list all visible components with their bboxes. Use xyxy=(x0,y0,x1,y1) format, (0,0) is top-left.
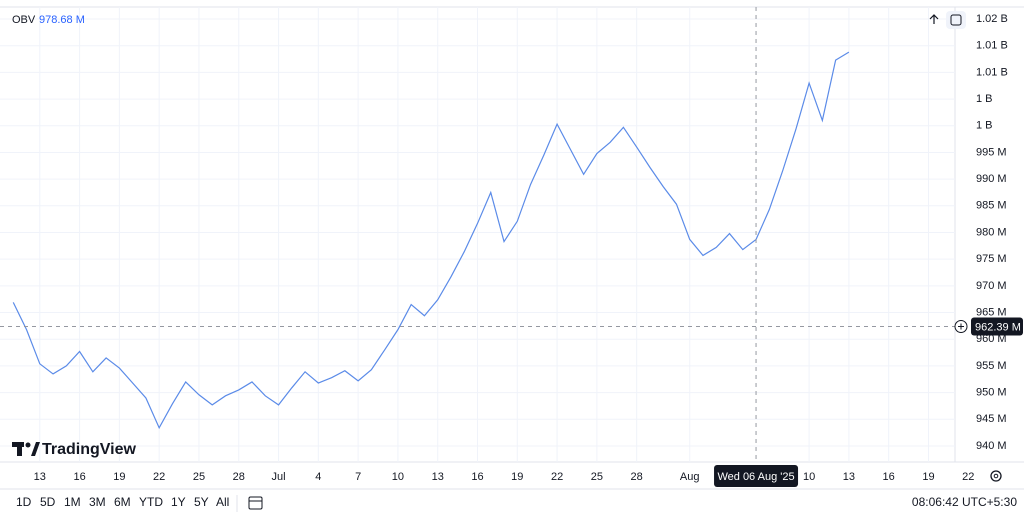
range-button[interactable]: 5Y xyxy=(194,495,209,509)
y-tick-label: 985 M xyxy=(976,200,1007,212)
logo-text: TradingView xyxy=(42,441,137,458)
logo-icon xyxy=(25,442,31,448)
settings-icon[interactable] xyxy=(990,470,1002,482)
add-alert-icon xyxy=(958,323,964,330)
crosshair-y-label: 962.39 M xyxy=(975,321,1021,333)
logo: TradingView xyxy=(12,441,137,458)
range-button[interactable]: 1M xyxy=(64,495,81,509)
x-tick-label: 22 xyxy=(153,471,165,483)
scroll-button[interactable] xyxy=(929,14,939,24)
x-tick-label: 16 xyxy=(471,471,483,483)
fit-button[interactable] xyxy=(946,11,966,29)
x-tick-label: 22 xyxy=(551,471,563,483)
x-tick-label: Jul xyxy=(272,471,286,483)
y-tick-label: 995 M xyxy=(976,146,1007,158)
y-tick-label: 945 M xyxy=(976,413,1007,425)
grid xyxy=(0,7,955,462)
range-button[interactable]: 3M xyxy=(89,495,106,509)
obv-line xyxy=(12,51,850,430)
x-tick-label: 25 xyxy=(193,471,205,483)
settings-icon xyxy=(993,473,999,479)
x-tick-label: 13 xyxy=(34,471,46,483)
logo-icon xyxy=(17,442,22,456)
range-button[interactable]: All xyxy=(216,495,229,509)
x-tick-label: 28 xyxy=(631,471,643,483)
x-tick-label: 16 xyxy=(73,471,85,483)
crosshair-x-label-box xyxy=(714,465,799,487)
y-tick-label: 1.02 B xyxy=(976,13,1008,25)
top-buttons[interactable] xyxy=(929,11,966,29)
y-tick-label: 1 B xyxy=(976,93,993,105)
clock: 08:06:42 UTC+5:30 xyxy=(912,495,1017,509)
crosshair-x-label: Wed 06 Aug '25 xyxy=(717,471,794,483)
y-tick-label: 940 M xyxy=(976,440,1007,452)
fit-icon xyxy=(950,14,962,26)
x-tick-label: 10 xyxy=(392,471,404,483)
x-tick-label: 19 xyxy=(113,471,125,483)
y-tick-label: 965 M xyxy=(976,306,1007,318)
range-button[interactable]: 5D xyxy=(40,495,56,509)
y-tick-label: 970 M xyxy=(976,280,1007,292)
x-tick-label: 25 xyxy=(591,471,603,483)
calendar[interactable] xyxy=(248,496,263,510)
x-tick-label: 28 xyxy=(233,471,245,483)
legend-name: OBV xyxy=(12,14,36,26)
x-tick-label: 4 xyxy=(315,471,321,483)
x-tick-label: 13 xyxy=(843,471,855,483)
range-button[interactable]: YTD xyxy=(139,495,163,509)
y-tick-label: 960 M xyxy=(976,333,1007,345)
x-tick-label: 22 xyxy=(962,471,974,483)
y-tick-label: 1.01 B xyxy=(976,66,1008,78)
y-tick-label: 1 B xyxy=(976,120,993,132)
y-tick-label: 955 M xyxy=(976,360,1007,372)
x-tick-label: 19 xyxy=(511,471,523,483)
y-tick-label: 980 M xyxy=(976,226,1007,238)
y-tick-label: 1.01 B xyxy=(976,40,1008,52)
range-button[interactable]: 1D xyxy=(16,495,32,509)
crosshair-y-label-box xyxy=(971,317,1023,336)
y-tick-label: 950 M xyxy=(976,387,1007,399)
plot: Wed 06 Aug '25 962.39 M xyxy=(0,7,1023,487)
x-tick-label: 7 xyxy=(355,471,361,483)
logo-icon xyxy=(31,442,40,456)
calendar-icon[interactable] xyxy=(248,496,263,510)
labels: 940 M 945 M 950 M 955 M 960 M 965 M 970 M 975 M… xyxy=(34,13,1008,483)
settings[interactable] xyxy=(990,470,1002,482)
x-tick-label: Aug xyxy=(680,471,700,483)
x-tick-label: 19 xyxy=(922,471,934,483)
range-button[interactable]: 6M xyxy=(114,495,131,509)
x-tick-label: 16 xyxy=(883,471,895,483)
y-tick-label: 975 M xyxy=(976,253,1007,265)
y-tick-label: 990 M xyxy=(976,173,1007,185)
legend-value: 978.68 M xyxy=(39,14,85,26)
x-tick-label: 10 xyxy=(803,471,815,483)
range-button[interactable]: 1Y xyxy=(171,495,186,509)
x-tick-label: 13 xyxy=(432,471,444,483)
